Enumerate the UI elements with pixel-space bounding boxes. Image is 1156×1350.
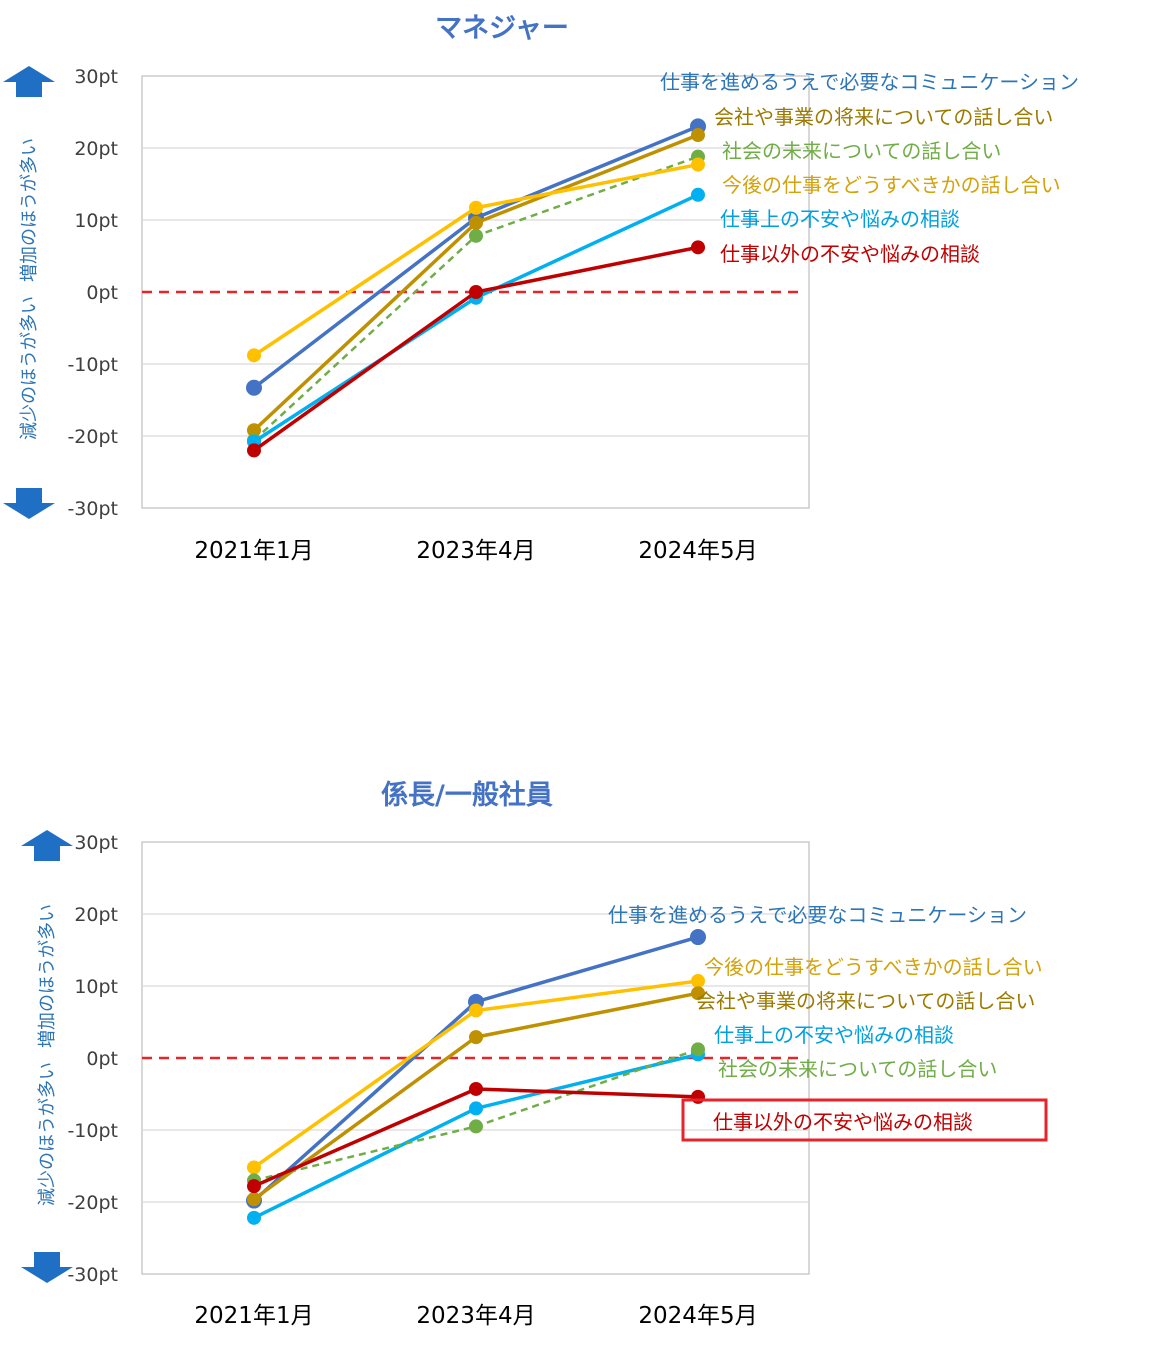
series-point [247,1192,261,1207]
y-axis-label-up: 増加のほうが多い [37,904,58,1048]
x-tick-label: 2024年5月 [638,1303,757,1329]
series-label: 仕事以外の不安や悩みの相談 [720,242,980,266]
series-labels: 仕事を進めるうえで必要なコミュニケーション 会社や事業の将来についての話し合い … [660,70,1079,266]
series-point [247,423,261,438]
series-point [469,215,483,230]
chart-title: マネジャー [435,13,569,44]
y-axis-label-down: 減少のほうが多い [19,296,40,440]
series-label: 仕事を進めるうえで必要なコミュニケーション [660,70,1079,94]
series-label: 今後の仕事をどうすべきかの話し合い [722,173,1061,197]
series-label: 仕事以外の不安や悩みの相談 [713,1110,973,1134]
series-point [247,348,261,363]
series-point [691,240,705,255]
series-point [469,1101,483,1116]
y-tick-label: 0pt [86,1048,118,1070]
y-tick-label: 20pt [74,904,118,926]
series-point [247,1179,261,1194]
series-label-line: 仕事を進めるうえで必要なコミュニケーション [660,70,1079,94]
x-tick-label: 2021年1月 [194,538,313,564]
arrow-down-icon [3,488,55,519]
y-tick-label: 20pt [74,138,118,160]
series-labels: 仕事を進めるうえで必要なコミュニケーション 今後の仕事をどうすべきかの話し合い … [608,903,1048,1142]
x-axis-ticks: 2021年1月 2023年4月 2024年5月 [194,538,757,564]
series-point [247,443,261,458]
series-point [469,200,483,215]
x-tick-label: 2023年4月 [416,1303,535,1329]
series-point [469,1003,483,1018]
chart-manager: マネジャー 30pt 20pt 10pt 0pt -10pt -20pt -30… [3,13,1079,564]
arrow-down-icon [21,1252,73,1283]
series-point [691,187,705,202]
highlight-box [681,1098,1048,1142]
series-label: 仕事上の不安や悩みの相談 [720,207,960,231]
series-label: 会社や事業の将来についての話し合い [696,989,1035,1013]
series-point [691,973,705,988]
y-tick-label: -20pt [67,426,118,448]
y-tick-label: 30pt [74,66,118,88]
series-point [246,379,262,396]
series-layer [246,929,706,1225]
series-point [247,1210,261,1225]
y-tick-label: 10pt [74,976,118,998]
series-point [469,1030,483,1045]
y-tick-label: -10pt [67,1120,118,1142]
series-label: 社会の未来についての話し合い [722,139,1001,163]
series-point [469,1081,483,1096]
y-axis-ticks: 30pt 20pt 10pt 0pt -10pt -20pt -30pt [67,832,118,1286]
x-axis-ticks: 2021年1月 2023年4月 2024年5月 [194,1303,757,1329]
series-point [247,1160,261,1175]
y-tick-label: -30pt [67,1264,118,1286]
series-point [469,1119,483,1134]
series-label: 仕事上の不安や悩みの相談 [714,1023,954,1047]
y-tick-label: -20pt [67,1192,118,1214]
series-point [469,285,483,299]
y-axis-ticks: 30pt 20pt 10pt 0pt -10pt -20pt -30pt [67,66,118,520]
x-tick-label: 2021年1月 [194,1303,313,1329]
x-tick-label: 2023年4月 [416,538,535,564]
series-point [469,228,483,243]
series-label: 仕事を進めるうえで必要なコミュニケーション [608,903,1027,927]
y-axis-label-up: 増加のほうが多い [19,138,40,282]
y-tick-label: -10pt [67,354,118,376]
series-label: 会社や事業の将来についての話し合い [714,105,1053,129]
chart-staff: 係長/一般社員 30pt 20pt 10pt 0pt -10pt -20pt -… [21,779,1048,1329]
series-point [691,1042,705,1057]
series-point [690,929,706,946]
y-axis-label-down: 減少のほうが多い [37,1062,58,1206]
series-point [691,1089,705,1104]
arrow-up-icon [3,66,55,97]
y-tick-label: 0pt [86,282,118,304]
series-point [691,128,705,143]
chart-title: 係長/一般社員 [381,779,553,811]
series-label: 社会の未来についての話し合い [718,1057,997,1081]
series-point [691,157,705,172]
series-point [691,986,705,1001]
arrow-up-icon [21,830,73,861]
y-tick-label: 10pt [74,210,118,232]
y-tick-label: -30pt [67,498,118,520]
y-tick-label: 30pt [74,832,118,854]
x-tick-label: 2024年5月 [638,538,757,564]
series-layer [246,118,706,458]
series-label: 今後の仕事をどうすべきかの話し合い [704,955,1043,979]
